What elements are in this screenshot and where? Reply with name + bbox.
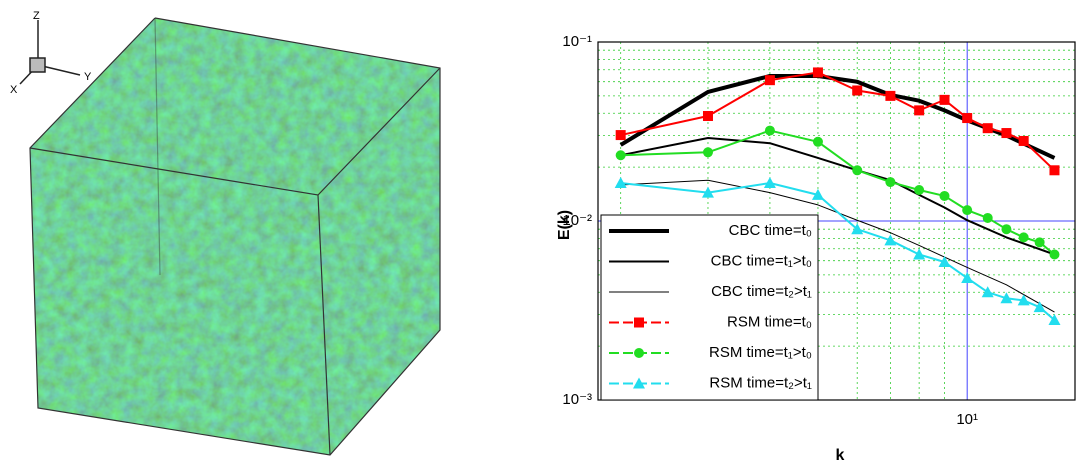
marker — [851, 223, 864, 235]
y-tick-label: 10⁻² — [562, 212, 592, 229]
marker — [962, 113, 973, 124]
marker — [961, 272, 974, 284]
marker — [701, 186, 714, 198]
y-tick-label: 10⁻¹ — [562, 33, 592, 50]
marker — [1033, 301, 1046, 313]
legend-label: CBC time=t₀ — [729, 222, 812, 239]
legend-box — [600, 214, 819, 401]
plot-frame — [597, 41, 1076, 401]
marker — [1001, 128, 1012, 139]
y-tick-label: 10⁻³ — [562, 391, 592, 408]
x-tick-label: 10¹ — [956, 411, 978, 428]
series-line — [619, 73, 1056, 160]
marker — [1034, 237, 1045, 248]
marker — [885, 177, 896, 188]
legend-label: RSM time=t₁>t₀ — [709, 344, 812, 361]
marker — [634, 348, 644, 358]
marker — [962, 205, 973, 216]
legend-label: RSM time=t₀ — [727, 313, 812, 330]
legend-label: CBC time=t₁>t₀ — [711, 252, 812, 269]
marker — [884, 234, 897, 246]
marker — [1048, 313, 1061, 325]
marker — [885, 90, 896, 101]
marker — [764, 125, 775, 136]
marker — [615, 150, 626, 161]
triad-y: Y — [84, 71, 92, 83]
marker — [852, 85, 863, 96]
marker — [938, 256, 951, 268]
marker — [1049, 249, 1060, 260]
legend-label: RSM time=t₂>t₁ — [709, 374, 812, 391]
legend-label: CBC time=t₂>t₁ — [711, 283, 812, 300]
marker — [702, 111, 713, 122]
marker — [1018, 135, 1029, 146]
series-line — [620, 179, 1055, 313]
x-axis-label: k — [836, 447, 845, 464]
marker — [1001, 224, 1012, 235]
axis-triad — [19, 20, 81, 85]
triad-x: X — [10, 84, 18, 96]
marker — [1000, 292, 1013, 304]
marker — [811, 188, 824, 200]
marker — [633, 377, 645, 389]
marker — [614, 177, 627, 189]
marker — [981, 286, 994, 298]
marker — [939, 190, 950, 201]
marker — [939, 94, 950, 105]
triad-z: Z — [33, 10, 40, 22]
marker — [763, 177, 776, 189]
marker — [914, 105, 925, 116]
y-axis-label: E(k) — [556, 210, 573, 240]
volume-render — [29, 17, 441, 456]
marker — [982, 123, 993, 134]
marker — [615, 130, 626, 141]
marker — [764, 75, 775, 86]
plot-area — [614, 67, 1061, 325]
marker — [634, 317, 644, 328]
marker — [702, 147, 713, 158]
marker — [1049, 165, 1060, 176]
marker — [812, 67, 823, 78]
marker — [1018, 232, 1029, 243]
marker — [913, 248, 926, 260]
marker — [914, 184, 925, 195]
marker — [982, 212, 993, 223]
marker — [1017, 294, 1030, 306]
marker — [852, 165, 863, 176]
marker — [812, 136, 823, 147]
